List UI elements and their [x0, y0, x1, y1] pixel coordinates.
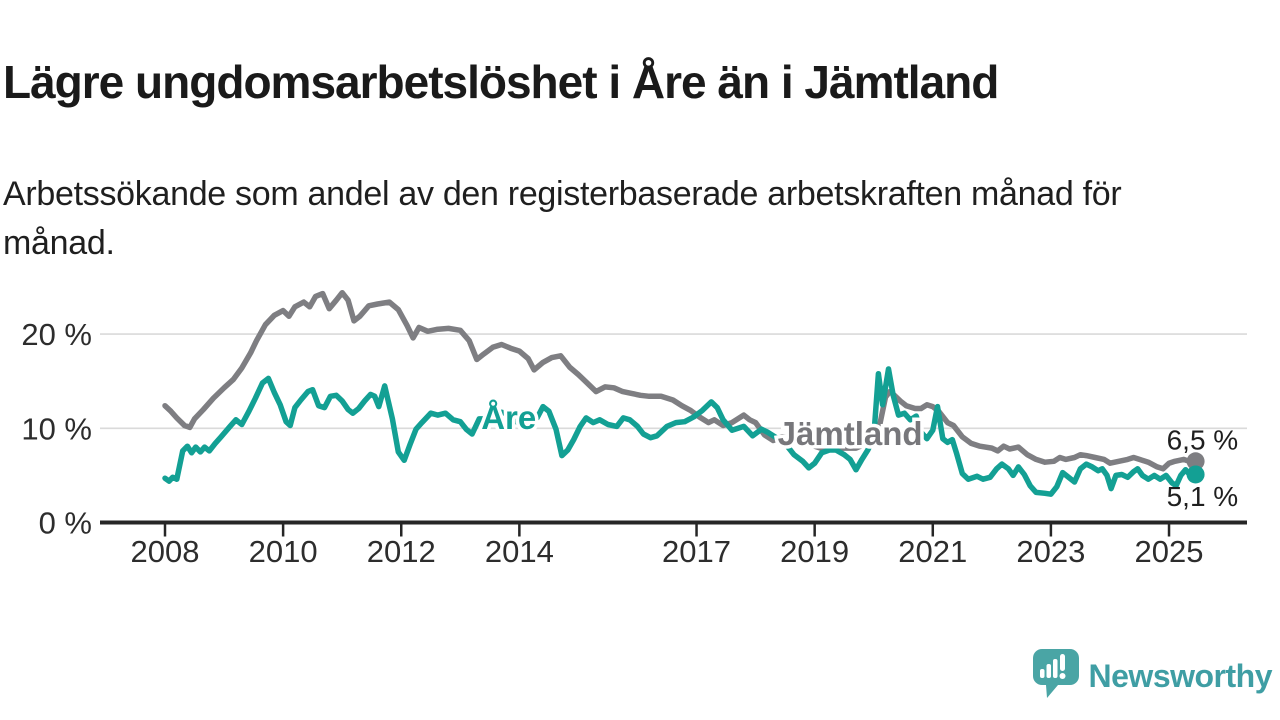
y-tick-label: 10 %: [21, 411, 92, 446]
x-tick-label: 2019: [780, 534, 849, 569]
x-tick-label: 2014: [485, 534, 554, 569]
series-line-jämtland: [162, 289, 1199, 472]
x-tick-label: 2025: [1135, 534, 1204, 569]
x-tick-label: 2010: [249, 534, 318, 569]
end-value-label-jämtland: 6,5 %: [1167, 424, 1239, 455]
x-tick-label: 2008: [131, 534, 200, 569]
y-tick-label: 0 %: [39, 506, 92, 541]
end-value-label-åre: 5,1 %: [1167, 481, 1239, 512]
newsworthy-branding: Newsworthy: [1032, 648, 1273, 705]
page-title: Lägre ungdomsarbetslöshet i Åre än i Jäm…: [3, 55, 999, 108]
series-line-åre: [162, 366, 1199, 497]
chart-subtitle: Arbetssökande som andel av den registerb…: [3, 175, 1122, 263]
end-dot-åre: [1186, 465, 1205, 484]
x-tick-label: 2012: [367, 534, 436, 569]
newsworthy-logo-icon: [1032, 648, 1080, 705]
x-tick-label: 2021: [898, 534, 967, 569]
x-tick-label: 2023: [1016, 534, 1085, 569]
y-tick-label: 20 %: [21, 317, 92, 352]
series-label-åre: Åre: [481, 399, 536, 436]
end-dot-jämtland: [1186, 452, 1205, 471]
x-tick-label: 2017: [662, 534, 731, 569]
series-label-jämtland: Jämtland: [778, 415, 923, 452]
brand-name: Newsworthy: [1088, 658, 1273, 694]
